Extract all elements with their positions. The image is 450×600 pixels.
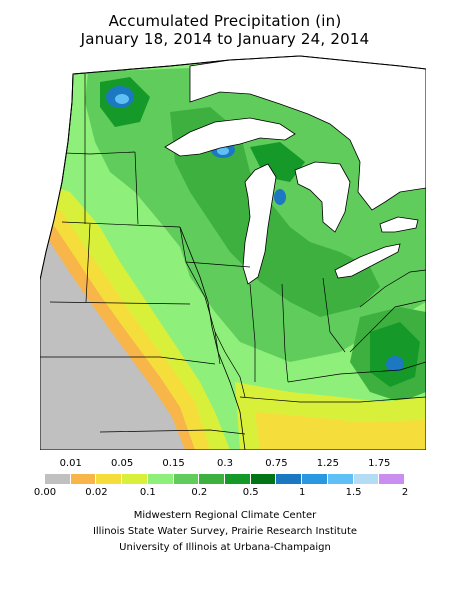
legend-top-label: 0.01 xyxy=(59,458,82,469)
legend-swatch xyxy=(327,474,354,484)
credit-line-1: Midwestern Regional Climate Center xyxy=(133,510,317,521)
legend-swatch xyxy=(45,474,71,484)
legend-bottom-label: 0.02 xyxy=(85,487,108,498)
legend-bottom-label: 0.2 xyxy=(191,487,208,498)
map-svg xyxy=(40,55,426,450)
legend-swatch xyxy=(96,474,123,484)
lake-michigan xyxy=(242,163,277,285)
legend-bottom-label: 2 xyxy=(401,487,409,498)
credit-line-3: University of Illinois at Urbana-Champai… xyxy=(119,542,331,553)
precip-zone-0.00 xyxy=(40,232,185,450)
legend-swatch xyxy=(122,474,148,484)
legend-top-label: 0.75 xyxy=(265,458,288,469)
legend-swatch xyxy=(302,474,328,484)
legend-swatch xyxy=(70,474,97,484)
lake-superior xyxy=(164,117,296,157)
legend-bottom-label: 1 xyxy=(298,487,306,498)
legend-swatch xyxy=(173,474,200,484)
legend-top-label: 1.25 xyxy=(316,458,339,469)
precip-spot-1.25-north xyxy=(217,147,229,155)
legend-swatch xyxy=(225,474,251,484)
precip-zone-0.5 xyxy=(370,322,420,387)
legend-bottom-label: 1.5 xyxy=(345,487,362,498)
legend-top-label: 0.05 xyxy=(111,458,134,469)
lake-erie xyxy=(334,243,401,279)
canada-area xyxy=(189,56,426,211)
map-subtitle: January 18, 2014 to January 24, 2014 xyxy=(80,30,370,48)
precip-spot-1.25-northwest xyxy=(115,94,129,104)
color-legend: 0.01 0.05 0.15 0.3 0.75 1.25 1.75 0.00 0.02 0.1 0.… xyxy=(0,456,450,506)
precipitation-map xyxy=(40,52,426,450)
legend-top-label: 0.15 xyxy=(162,458,185,469)
lake-ontario xyxy=(379,216,419,233)
legend-top-label: 1.75 xyxy=(368,458,391,469)
legend-swatch xyxy=(250,474,277,484)
precip-spot-1.0-east xyxy=(386,356,404,372)
state-borders xyxy=(40,70,426,435)
mississippi-river xyxy=(179,226,246,450)
precip-zone-0.3 xyxy=(170,107,380,317)
lake-huron xyxy=(294,161,351,233)
legend-top-label: 0.3 xyxy=(217,458,233,469)
legend-swatch xyxy=(353,474,380,484)
credit-line-2: Illinois State Water Survey, Prairie Res… xyxy=(92,526,358,537)
map-title: Accumulated Precipitation (in) xyxy=(108,12,342,30)
legend-swatch xyxy=(379,474,405,484)
legend-bottom-label: 0.5 xyxy=(242,487,259,498)
domain-outline xyxy=(40,55,426,450)
precip-zone-0.05-southeast xyxy=(255,412,426,450)
legend-swatch xyxy=(276,474,303,484)
precip-spot-0.75-michigan xyxy=(274,189,286,205)
legend-bottom-label: 0.00 xyxy=(33,487,57,498)
legend-swatch xyxy=(199,474,225,484)
legend-swatch xyxy=(147,474,174,484)
legend-bottom-label: 0.1 xyxy=(139,487,156,498)
